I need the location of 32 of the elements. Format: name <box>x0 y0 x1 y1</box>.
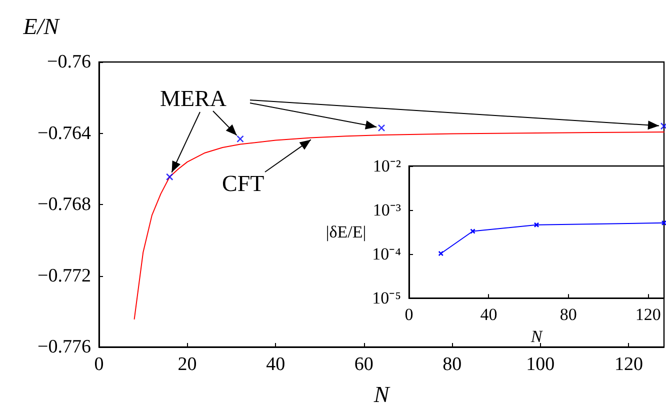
series-label: MERA <box>160 86 227 111</box>
x-tick-label: 0 <box>404 305 414 324</box>
x-tick-label: 120 <box>635 305 661 324</box>
point <box>470 228 476 234</box>
y-tick-label: 10⁻⁴ <box>372 244 402 264</box>
x-tick-label: 80 <box>442 354 462 375</box>
x-tick-label: 0 <box>94 354 104 375</box>
x-tick-label: 100 <box>526 354 555 375</box>
point <box>236 135 244 143</box>
y-tick-label: −0.776 <box>38 336 91 358</box>
x-tick-label: 40 <box>266 354 286 375</box>
point <box>378 124 386 132</box>
y-tick-label: 10⁻³ <box>372 200 401 220</box>
x-tick-label: 20 <box>178 354 197 375</box>
y-tick-label: −0.76 <box>47 52 91 72</box>
series-label: CFT <box>222 171 264 196</box>
point <box>534 222 540 228</box>
x-axis-title: N <box>372 382 391 407</box>
y-axis-title: |δE/E| <box>326 222 366 242</box>
x-tick-label: 80 <box>560 305 577 324</box>
y-tick-label: −0.768 <box>38 194 91 215</box>
y-tick-label: −0.772 <box>38 265 91 286</box>
x-tick-label: 120 <box>614 354 643 375</box>
y-tick-label: 10⁻⁵ <box>372 288 402 308</box>
x-tick-label: 60 <box>354 354 374 375</box>
y-tick-label: 10⁻² <box>372 156 401 176</box>
line-series <box>134 132 664 320</box>
y-tick-label: −0.764 <box>38 122 92 144</box>
point <box>166 173 174 181</box>
x-tick-label: 40 <box>480 305 498 324</box>
x-axis-title: N <box>530 327 544 346</box>
y-axis-title: E/N <box>22 14 61 39</box>
